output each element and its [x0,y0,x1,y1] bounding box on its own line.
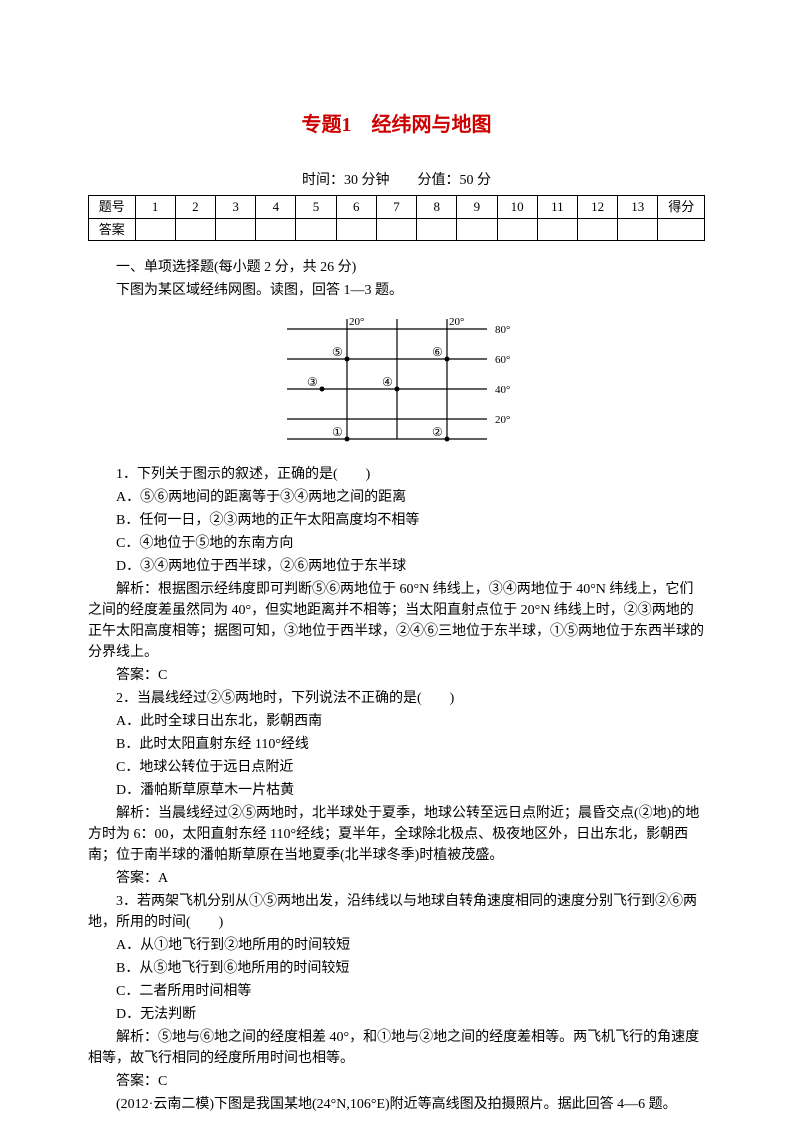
table-cell [417,218,457,241]
table-cell [216,218,256,241]
svg-text:20°: 20° [449,316,464,328]
table-cell: 1 [135,196,175,219]
option: D．③④两地位于西半球，②⑥两地位于东半球 [88,556,705,577]
section-header: 一、单项选择题(每小题 2 分，共 26 分) [88,257,705,278]
svg-text:④: ④ [382,375,393,389]
question-stem: 2．当晨线经过②⑤两地时，下列说法不正确的是( ) [88,688,705,709]
svg-text:60°: 60° [495,354,510,366]
table-cell [537,218,577,241]
score-table: 题号 1 2 3 4 5 6 7 8 9 10 11 12 13 得分 答案 [88,195,705,241]
option: C．地球公转位于远日点附近 [88,757,705,778]
page-title: 专题1 经纬网与地图 [88,110,705,140]
table-cell: 2 [175,196,215,219]
table-cell: 9 [457,196,497,219]
table-cell: 13 [618,196,658,219]
table-cell [658,218,705,241]
table-cell: 8 [417,196,457,219]
option: B．此时太阳直射东经 110°经线 [88,734,705,755]
table-cell [577,218,617,241]
option: B．从⑤地飞行到⑥地所用的时间较短 [88,958,705,979]
table-cell: 答案 [89,218,136,241]
option: A．从①地飞行到②地所用的时间较短 [88,935,705,956]
table-cell: 得分 [658,196,705,219]
svg-text:⑥: ⑥ [432,345,443,359]
answer: 答案：C [88,1071,705,1092]
question-stem: 1．下列关于图示的叙述，正确的是( ) [88,464,705,485]
analysis: 解析：根据图示经纬度即可判断⑤⑥两地位于 60°N 纬线上，③④两地位于 40°… [88,579,705,663]
option: A．⑤⑥两地间的距离等于③④两地之间的距离 [88,487,705,508]
table-cell: 6 [336,196,376,219]
svg-text:80°: 80° [495,324,510,336]
svg-text:20°: 20° [495,414,510,426]
table-cell [175,218,215,241]
table-cell: 题号 [89,196,136,219]
svg-text:②: ② [432,425,443,439]
svg-text:③: ③ [307,375,318,389]
intro-text: (2012·云南二模)下图是我国某地(24°N,106°E)附近等高线图及拍摄照… [88,1094,705,1115]
table-cell [135,218,175,241]
table-row: 题号 1 2 3 4 5 6 7 8 9 10 11 12 13 得分 [89,196,705,219]
table-cell: 12 [577,196,617,219]
answer: 答案：A [88,868,705,889]
time-score-info: 时间：30 分钟 分值：50 分 [88,170,705,191]
table-cell: 11 [537,196,577,219]
svg-text:40°: 40° [495,384,510,396]
table-cell: 5 [296,196,336,219]
option: D．潘帕斯草原草木一片枯黄 [88,780,705,801]
table-cell: 7 [376,196,416,219]
svg-text:20°: 20° [349,316,364,328]
question-stem: 3．若两架飞机分别从①⑤两地出发，沿纬线以与地球自转角速度相同的速度分别飞行到②… [88,891,705,933]
option: C．④地位于⑤地的东南方向 [88,533,705,554]
table-cell [497,218,537,241]
table-row: 答案 [89,218,705,241]
table-cell: 3 [216,196,256,219]
option: D．无法判断 [88,1004,705,1025]
table-cell [256,218,296,241]
diagram-svg: 20° 20° 80° 60° 40° 20° ⑤ ⑥ ③ ④ ① ② [267,309,527,449]
table-cell [618,218,658,241]
option: C．二者所用时间相等 [88,981,705,1002]
answer: 答案：C [88,665,705,686]
table-cell: 4 [256,196,296,219]
svg-text:⑤: ⑤ [332,345,343,359]
latitude-longitude-diagram: 20° 20° 80° 60° 40° 20° ⑤ ⑥ ③ ④ ① ② [88,309,705,456]
option: A．此时全球日出东北，影朝西南 [88,711,705,732]
analysis: 解析：当晨线经过②⑤两地时，北半球处于夏季，地球公转至远日点附近；晨昏交点(②地… [88,803,705,866]
analysis: 解析：⑤地与⑥地之间的经度相差 40°，和①地与②地之间的经度差相等。两飞机飞行… [88,1027,705,1069]
table-cell: 10 [497,196,537,219]
table-cell [457,218,497,241]
table-cell [296,218,336,241]
intro-text: 下图为某区域经纬网图。读图，回答 1—3 题。 [88,280,705,301]
table-cell [336,218,376,241]
table-cell [376,218,416,241]
svg-text:①: ① [332,425,343,439]
option: B．任何一日，②③两地的正午太阳高度均不相等 [88,510,705,531]
